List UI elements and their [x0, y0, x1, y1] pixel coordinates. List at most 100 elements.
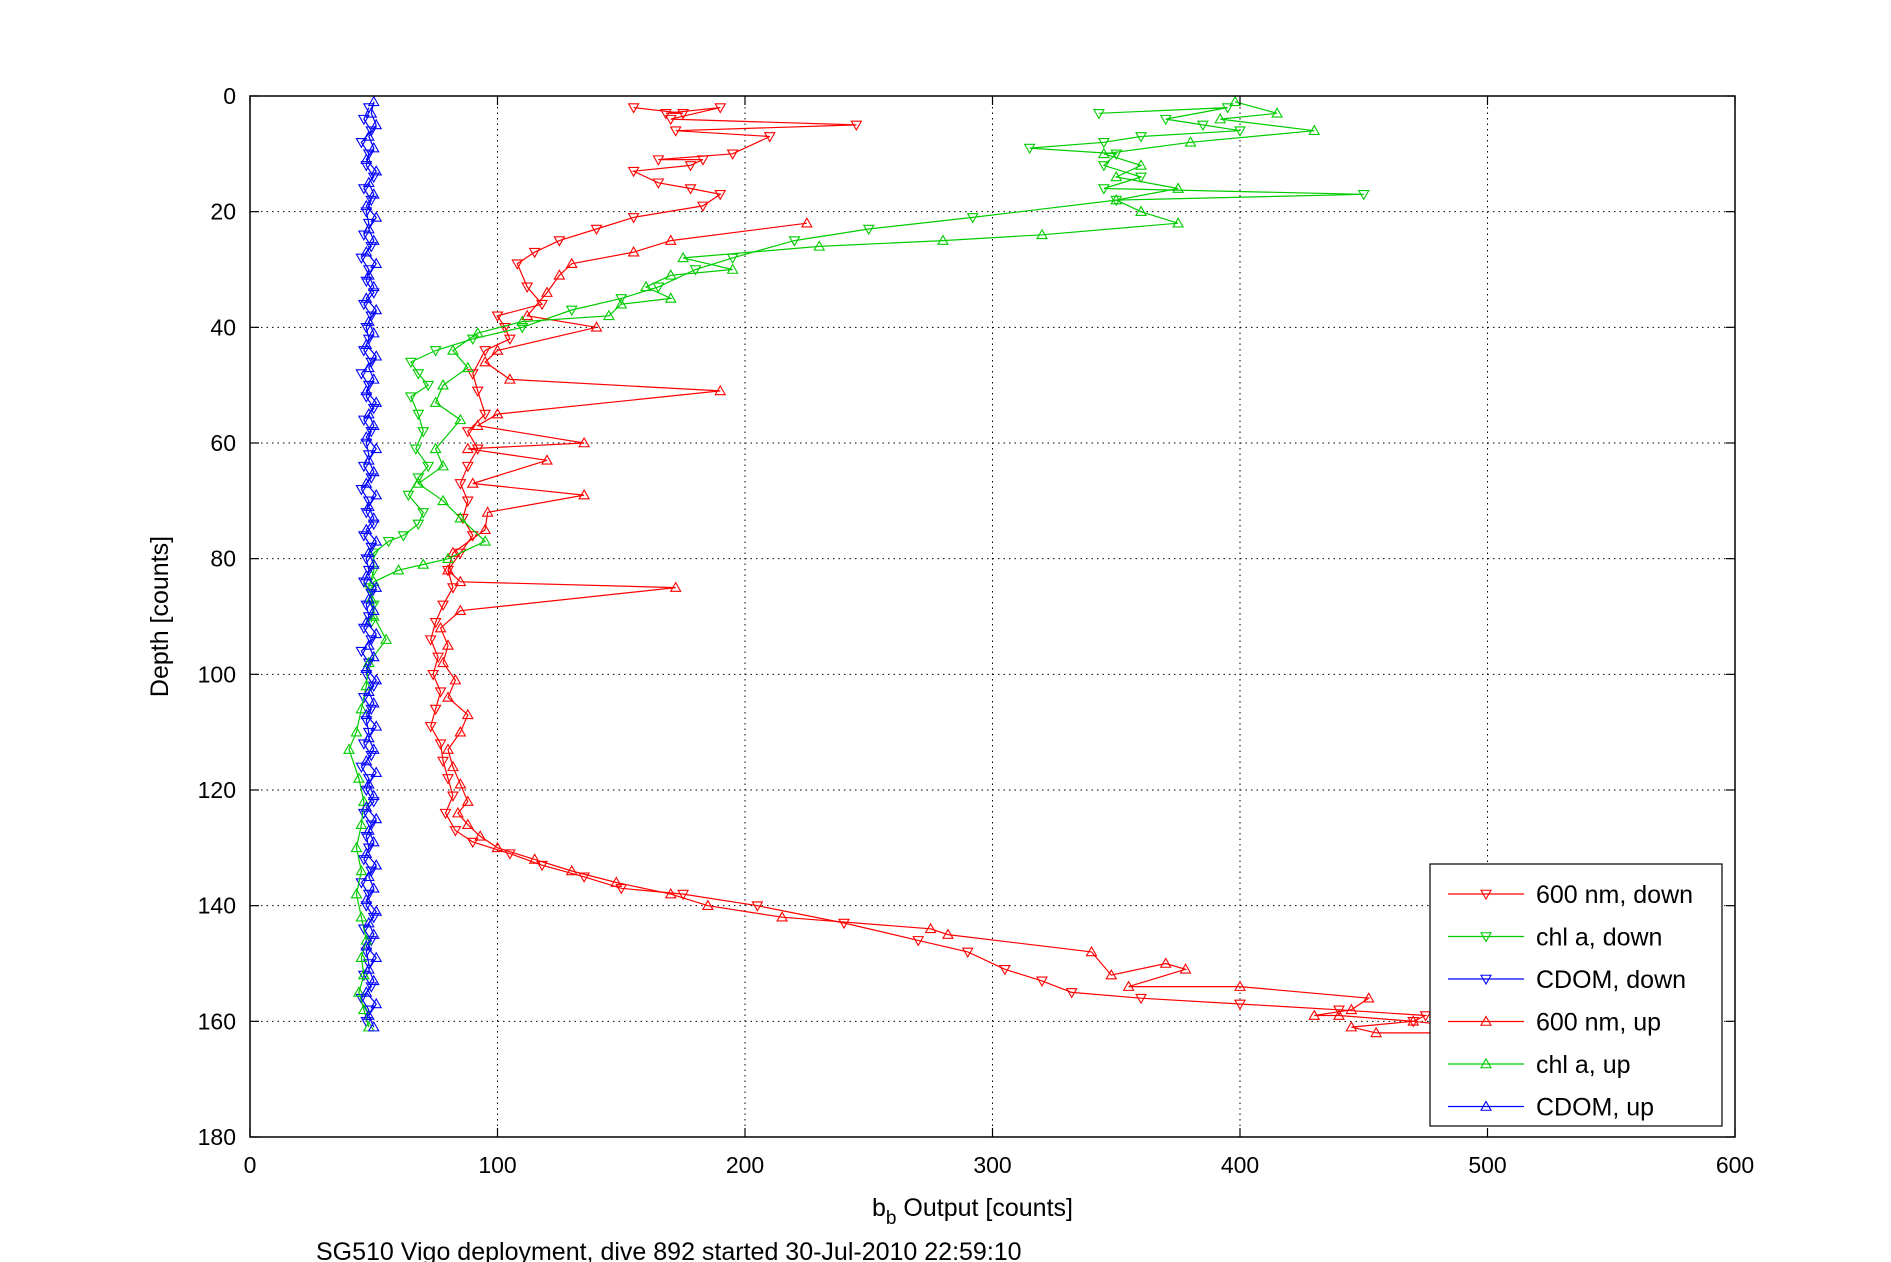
data-point — [360, 569, 373, 581]
data-point — [370, 627, 383, 639]
data-point — [355, 369, 368, 380]
data-point — [1135, 132, 1147, 143]
data-point — [367, 373, 380, 384]
data-point — [1092, 109, 1105, 120]
x-tick-label: 600 — [1716, 1152, 1754, 1178]
legend-box — [1429, 863, 1723, 1127]
data-point — [1122, 980, 1135, 991]
data-point — [726, 263, 739, 274]
data-point — [627, 246, 640, 257]
data-point — [360, 801, 373, 812]
data-point — [491, 311, 504, 322]
data-point — [714, 190, 727, 201]
data-point — [449, 674, 462, 685]
data-point — [412, 473, 425, 484]
data-point — [360, 616, 373, 627]
data-point — [343, 743, 355, 754]
data-point — [357, 924, 370, 935]
data-point — [357, 531, 370, 542]
data-point — [924, 922, 937, 934]
data-point — [521, 282, 534, 293]
data-point — [360, 438, 373, 450]
x-tick-label: 400 — [1221, 1152, 1259, 1178]
data-point — [357, 184, 370, 195]
data-point — [365, 751, 378, 762]
data-point — [362, 176, 375, 188]
data-point — [404, 357, 417, 369]
data-point — [424, 722, 437, 733]
data-point — [1065, 988, 1078, 999]
data-point — [726, 149, 739, 160]
data-point — [1308, 1009, 1321, 1020]
data-point — [427, 670, 440, 681]
data-point — [1370, 1026, 1383, 1038]
data-point — [1271, 107, 1284, 118]
y-tick-label: 120 — [198, 777, 236, 803]
data-point — [365, 427, 378, 438]
data-point — [479, 355, 492, 367]
data-point — [357, 739, 370, 750]
y-tick-label: 160 — [198, 1008, 236, 1034]
data-point — [367, 558, 380, 569]
data-point — [360, 199, 373, 211]
data-point — [454, 575, 467, 587]
data-point — [360, 934, 373, 945]
data-point — [684, 184, 697, 195]
data-point — [362, 265, 375, 276]
data-point — [442, 743, 454, 754]
data-point — [610, 876, 623, 887]
data-point — [664, 234, 677, 245]
data-point — [664, 114, 677, 126]
data-point — [370, 766, 383, 777]
data-point — [442, 774, 454, 785]
x-tick-label: 500 — [1468, 1152, 1506, 1178]
data-point — [357, 577, 370, 588]
data-point — [1407, 1015, 1420, 1026]
data-point — [429, 704, 442, 716]
data-point — [800, 217, 813, 228]
data-point — [813, 240, 826, 251]
data-point — [474, 830, 487, 841]
legend-marker — [1480, 889, 1492, 901]
data-point — [1214, 113, 1227, 124]
data-point — [432, 652, 445, 664]
data-point — [689, 265, 702, 276]
x-tick-label: 300 — [973, 1152, 1011, 1178]
data-point — [1234, 980, 1246, 991]
series-chl-a-up — [343, 96, 1321, 1032]
data-point — [402, 490, 415, 502]
data-point — [360, 754, 373, 766]
data-point — [360, 708, 373, 720]
data-point — [602, 309, 615, 321]
axis-labels: Depth [counts] bb Output [counts] SG510 … — [146, 536, 1073, 1262]
legend-item: 600 nm, down — [1448, 881, 1693, 909]
data-point — [367, 743, 380, 754]
data-point — [677, 251, 690, 263]
y-tick-label: 80 — [210, 546, 236, 572]
data-point — [521, 309, 534, 321]
data-point — [360, 246, 373, 257]
data-point — [503, 373, 516, 384]
data-point — [365, 936, 378, 947]
data-point — [437, 494, 449, 506]
data-point — [615, 294, 628, 305]
data-point — [355, 864, 368, 876]
data-point — [355, 253, 368, 265]
data-point — [565, 305, 578, 317]
data-point — [429, 346, 442, 357]
data-point — [652, 282, 665, 293]
data-point — [422, 461, 435, 473]
data-point — [937, 234, 949, 245]
data-point — [437, 379, 449, 390]
data-point — [714, 384, 727, 396]
data-point — [355, 818, 368, 829]
data-point — [382, 537, 395, 548]
data-point — [461, 427, 474, 438]
data-point — [367, 697, 380, 708]
data-point — [370, 674, 383, 685]
data-point — [442, 564, 454, 575]
data-point — [471, 386, 484, 398]
data-point — [429, 442, 442, 454]
x-tick-label: 0 — [244, 1152, 257, 1178]
data-point — [370, 211, 383, 222]
